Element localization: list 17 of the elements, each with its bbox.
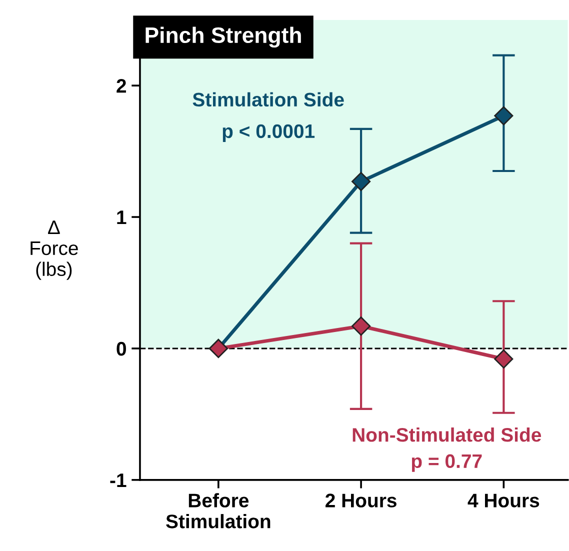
annotation: p < 0.0001 (222, 124, 315, 142)
x-tick-label: Before Stimulation (166, 493, 270, 528)
y-axis-title: Δ Force (lbs) (30, 220, 78, 280)
y-tick-label: 1 (117, 210, 126, 224)
x-tick-label: 2 Hours (326, 494, 396, 508)
y-tick-label: 2 (116, 79, 126, 93)
point (352, 172, 371, 192)
chart-title: Pinch Strength (146, 26, 301, 48)
point (494, 106, 514, 126)
y-tick-label: 0 (116, 342, 126, 356)
annotation: p = 0.77 (412, 454, 482, 472)
x-tick-label: 4 Hours (468, 494, 540, 508)
point (494, 349, 514, 369)
text: Non-Stimulated Side (352, 427, 542, 442)
point (352, 316, 371, 336)
y-tick-label: -1 (110, 474, 126, 487)
text: Stimulation Side (192, 92, 344, 107)
